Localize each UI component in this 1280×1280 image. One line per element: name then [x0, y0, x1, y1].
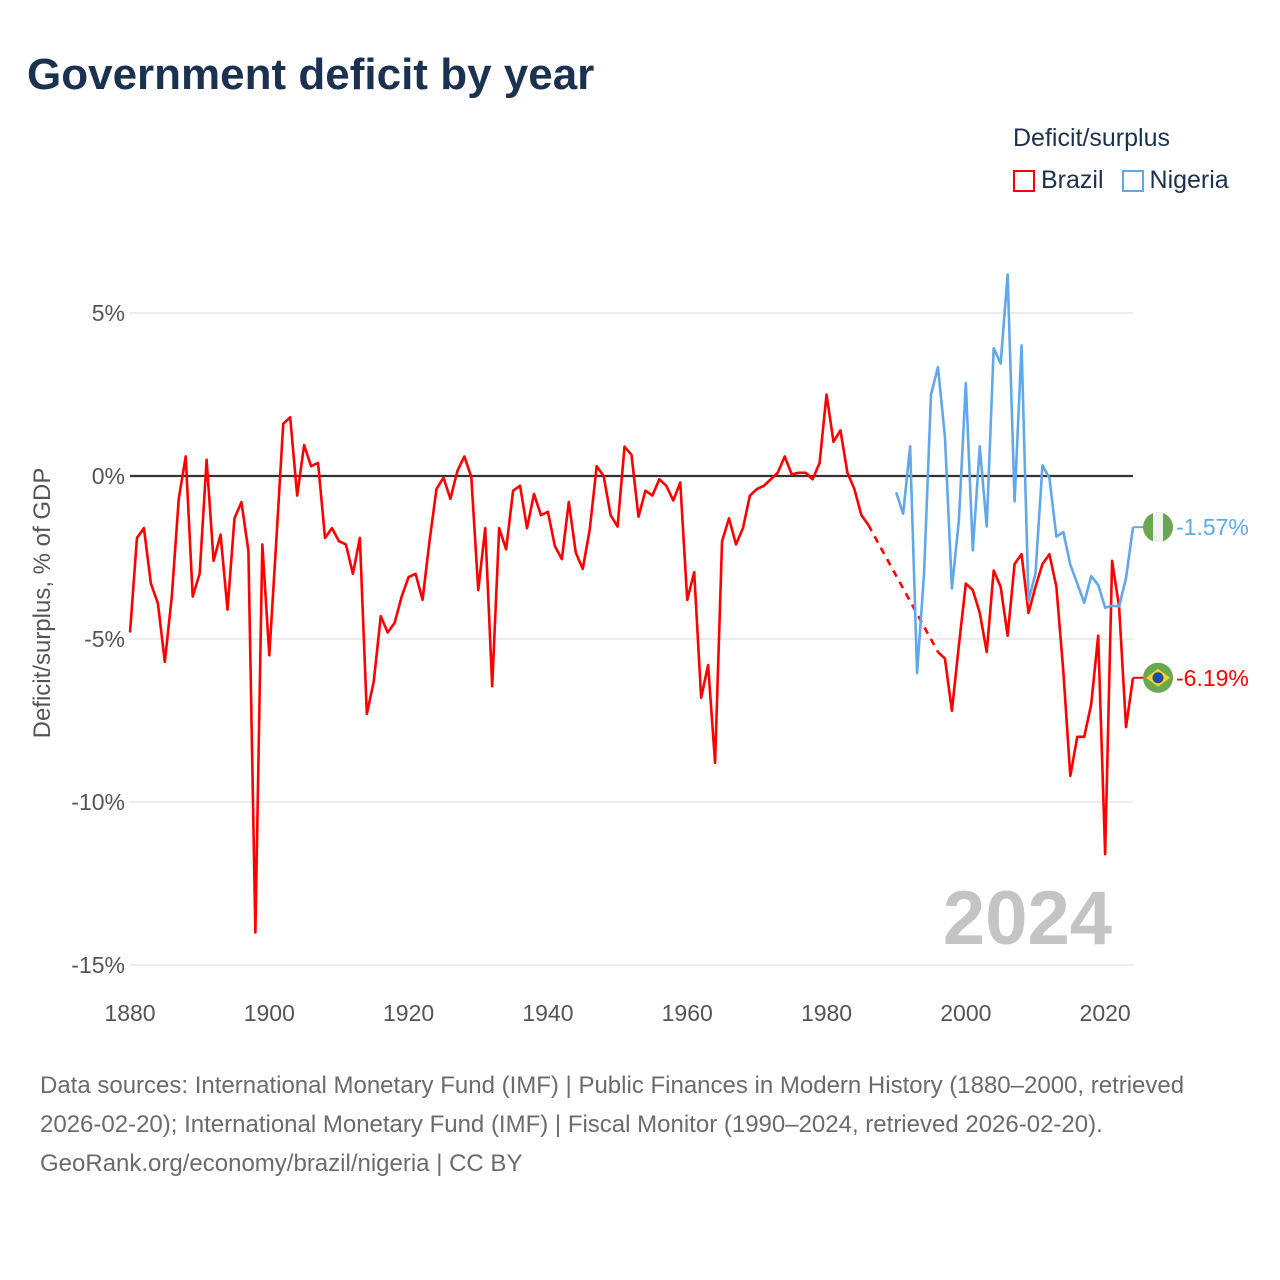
footer: Data sources: International Monetary Fun…	[40, 1066, 1240, 1183]
flag-white	[1153, 512, 1163, 543]
nigeria-flag-body	[1143, 512, 1173, 543]
legend: Brazil Nigeria	[1013, 166, 1229, 195]
legend-item-brazil[interactable]: Brazil	[1013, 166, 1104, 195]
y-tick-label: -10%	[71, 789, 125, 815]
credit-link[interactable]: GeoRank.org/economy/brazil/nigeria | CC …	[40, 1150, 523, 1177]
nigeria-swatch-icon	[1121, 169, 1144, 192]
brazil-interpolated-line	[867, 524, 940, 653]
brazil-series-line	[937, 552, 1135, 856]
x-tick-label: 1960	[662, 1000, 713, 1026]
nigeria-end-label: -1.57%	[1176, 514, 1249, 540]
chart-area: 5% 0% -5% -10% -15% 1880 1900 1920 1940 1960 1980 2…	[29, 273, 1249, 1026]
brazil-series-line	[128, 393, 870, 934]
data-sources: Data sources: International Monetary Fun…	[40, 1072, 1185, 1138]
chart-title: Government deficit by year	[27, 50, 595, 99]
y-tick-label: 0%	[92, 463, 125, 489]
nigeria-series-line	[894, 273, 1135, 675]
brazil-flag-icon	[1143, 662, 1173, 693]
x-tick-label: 1920	[383, 1000, 434, 1026]
x-tick-label: 2020	[1080, 1000, 1131, 1026]
y-axis-label: Deficit/surplus, % of GDP	[29, 468, 56, 739]
x-tick-label: 1880	[104, 1000, 155, 1026]
legend-item-nigeria[interactable]: Nigeria	[1121, 166, 1229, 195]
y-tick-label: -15%	[71, 952, 125, 978]
x-tick-label: 1900	[244, 1000, 295, 1026]
brazil-swatch-icon	[1013, 169, 1035, 192]
legend-label: Nigeria	[1149, 166, 1229, 194]
x-tick-label: 1940	[522, 1000, 573, 1026]
brazil-end-label: -6.19%	[1176, 665, 1249, 691]
year-watermark: 2024	[943, 876, 1112, 961]
y-tick-label: -5%	[84, 626, 125, 652]
legend-title: Deficit/surplus	[1013, 124, 1170, 152]
legend-label: Brazil	[1041, 166, 1104, 194]
y-tick-label: 5%	[92, 300, 125, 326]
x-tick-label: 2000	[940, 1000, 991, 1026]
x-tick-label: 1980	[801, 1000, 852, 1026]
flag-globe	[1152, 672, 1164, 684]
nigeria-flag-icon	[1143, 512, 1173, 543]
